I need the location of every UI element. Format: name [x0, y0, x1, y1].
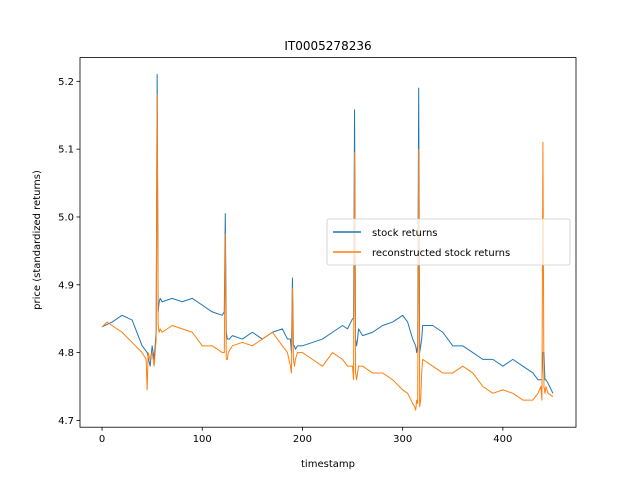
- series-line-0: [101, 74, 554, 394]
- x-tick-label: 400: [493, 434, 512, 445]
- x-tick-label: 100: [193, 434, 212, 445]
- legend-label-stock-returns: stock returns: [372, 228, 438, 239]
- y-tick-label: 5.2: [58, 77, 74, 88]
- y-tick-label: 5.0: [58, 212, 74, 223]
- y-tick-label: 5.1: [58, 145, 74, 156]
- y-tick-label: 4.9: [58, 280, 74, 291]
- y-tick-label: 4.8: [58, 348, 74, 359]
- axes-frame: [79, 57, 577, 428]
- x-axis-label: timestamp: [301, 459, 355, 470]
- axis-ticks: 0 100 200 300 400 4.7 4.8 4.9 5.0 5.1 5.2: [58, 77, 512, 445]
- x-tick-label: 300: [393, 434, 412, 445]
- x-tick-label: 200: [293, 434, 312, 445]
- legend-box: [326, 218, 571, 266]
- legend: stock returns reconstructed stock return…: [326, 218, 571, 266]
- y-axis-label: price (standardized returns): [32, 170, 43, 310]
- series-line-1: [101, 94, 554, 411]
- y-tick-label: 4.7: [58, 416, 74, 427]
- legend-label-reconstructed: reconstructed stock returns: [372, 248, 510, 259]
- x-tick-label: 0: [99, 434, 105, 445]
- plot-area: [101, 74, 554, 411]
- chart-title: IT0005278236: [284, 39, 371, 53]
